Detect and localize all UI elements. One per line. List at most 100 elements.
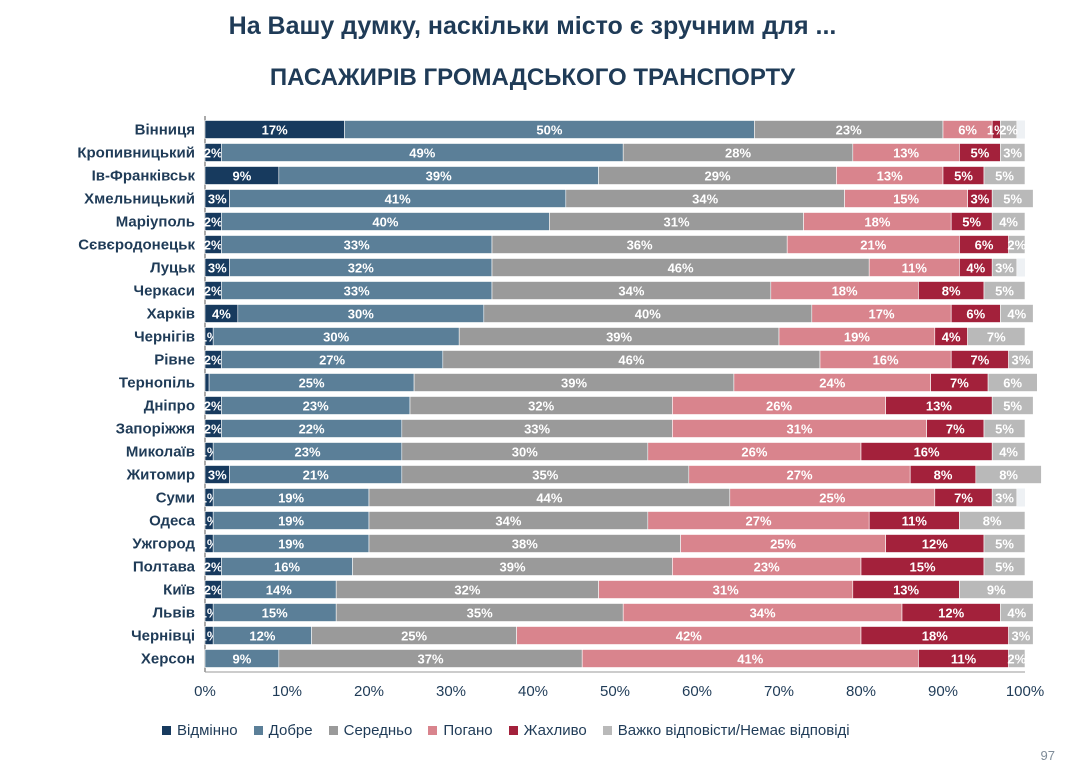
page-number: 97 [1040,748,1055,763]
bar-data-label: 32% [528,399,554,414]
y-category-label: Полтава [133,559,196,576]
y-category-label: Суми [156,490,195,507]
bar-data-label: 8% [999,468,1018,483]
bar-data-label: 4% [999,215,1018,230]
bar-segment [1008,626,1034,645]
bar-segment [991,212,1026,231]
bar-data-label: 34% [750,606,776,621]
bar-data-label: 2% [204,422,223,437]
legend-label-average: Середньо [343,722,413,739]
bar-data-label: 23% [303,399,329,414]
bar-data-label: 5% [995,560,1014,575]
bar-data-label: 9% [987,583,1006,598]
chart-legend: Відмінно Добре Середньо Погано Жахливо В… [162,722,1042,739]
bar-data-label: 26% [741,445,767,460]
bar-data-label: 31% [786,422,812,437]
legend-label-good: Добре [268,722,313,739]
bar-data-label: 16% [873,353,899,368]
bar-data-label: 19% [278,491,304,506]
bar-data-label: 23% [754,560,780,575]
bar-data-label: 37% [417,652,443,667]
y-category-label: Хмельницький [84,191,195,208]
bar-segment [983,534,1026,553]
y-category-label: Одеса [149,513,195,530]
bar-data-label: 6% [975,238,994,253]
bar-data-label: 13% [877,169,903,184]
bar-data-label: 4% [999,445,1018,460]
bar-segment [959,580,1034,599]
bar-data-label: 9% [233,169,252,184]
bar-data-label: 27% [319,353,345,368]
bar-segment [1008,235,1026,254]
bar-data-label: 35% [467,606,493,621]
legend-label-bad: Погано [443,722,493,739]
bar-data-label: 3% [995,491,1014,506]
bar-data-label: 5% [971,146,990,161]
y-category-label: Черкаси [134,283,195,300]
x-tick-label: 30% [436,683,466,700]
y-category-label: Вінниця [135,122,195,139]
bar-data-label: 5% [1003,192,1022,207]
bar-data-label: 15% [909,560,935,575]
bar-data-label: 2% [204,560,223,575]
x-tick-label: 60% [682,683,712,700]
bar-data-label: 4% [966,261,985,276]
y-category-label: Сєвєродонецьк [78,237,195,254]
y-category-label: Чернігів [134,329,195,346]
bar-data-label: 13% [893,146,919,161]
bar-data-label: 30% [512,445,538,460]
bar-data-label: 18% [864,215,890,230]
bar-data-label: 6% [1003,376,1022,391]
y-category-label: Ів-Франківськ [92,168,196,185]
y-category-label: Рівне [154,352,195,369]
bar-data-label: 25% [819,491,845,506]
legend-item-excellent: Відмінно [162,722,238,739]
x-tick-label: 40% [518,683,548,700]
bar-data-label: 24% [819,376,845,391]
bar-segment [991,442,1026,461]
bar-data-label: 25% [770,537,796,552]
x-tick-label: 90% [928,683,958,700]
bar-data-label: 7% [954,491,973,506]
bar-data-label: 21% [860,238,886,253]
bar-segment [204,373,210,392]
bar-data-label: 31% [713,583,739,598]
bar-data-label: 26% [766,399,792,414]
y-category-label: Київ [163,582,195,599]
bar-data-label: 34% [692,192,718,207]
bar-segment [991,396,1034,415]
bar-data-label: 17% [868,307,894,322]
bar-data-label: 2% [204,583,223,598]
bar-data-label: 19% [844,330,870,345]
bar-data-label: 2% [204,353,223,368]
bar-data-label: 2% [204,284,223,299]
bar-data-label: 12% [249,629,275,644]
bar-data-label: 11% [951,652,977,667]
bar-data-label: 8% [934,468,953,483]
legend-swatch-excellent [162,726,171,735]
bar-data-label: 3% [1003,146,1022,161]
bar-data-label: 39% [561,376,587,391]
bar-data-label: 41% [385,192,411,207]
bar-data-label: 2% [1007,652,1026,667]
bar-data-label: 5% [995,537,1014,552]
bar-segment [967,327,1026,346]
y-category-label: Запоріжжя [116,421,195,438]
bar-data-label: 42% [676,629,702,644]
bar-data-label: 30% [323,330,349,345]
bar-data-label: 4% [1007,307,1026,322]
bar-data-label: 5% [995,169,1014,184]
y-category-label: Луцьк [150,260,195,277]
bar-data-label: 3% [208,468,227,483]
y-category-label: Житомир [126,467,195,484]
bar-data-label: 6% [958,123,977,138]
bar-data-label: 9% [233,652,252,667]
bar-data-label: 3% [995,261,1014,276]
bar-data-label: 4% [1007,606,1026,621]
bar-data-label: 38% [512,537,538,552]
bar-data-label: 5% [995,422,1014,437]
bar-data-label: 7% [971,353,990,368]
bar-data-label: 12% [922,537,948,552]
legend-item-terrible: Жахливо [508,722,587,739]
bar-data-label: 3% [208,192,227,207]
